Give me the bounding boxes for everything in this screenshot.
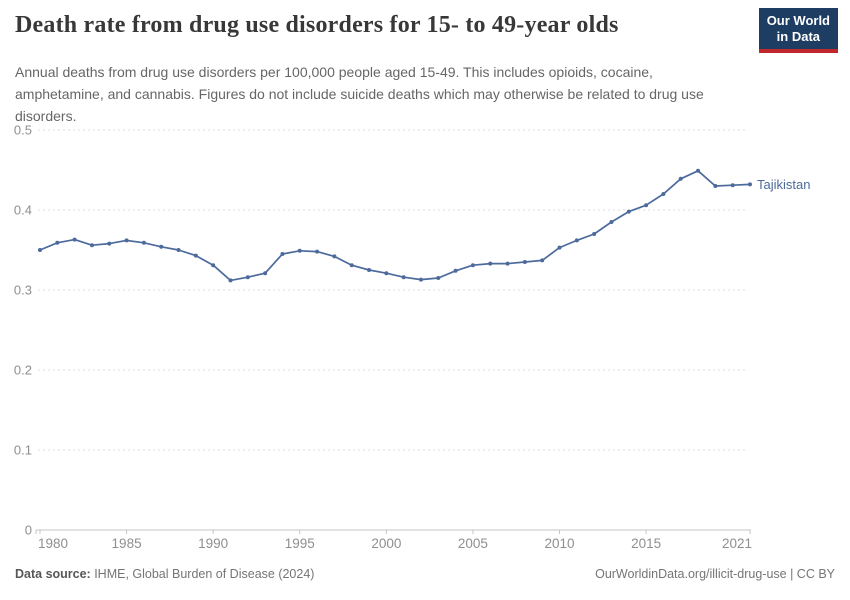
data-point[interactable] xyxy=(176,248,181,252)
y-tick-label: 0 xyxy=(25,523,32,538)
data-source-text: IHME, Global Burden of Disease (2024) xyxy=(90,567,315,581)
data-point[interactable] xyxy=(418,277,423,282)
y-tick-label: 0.3 xyxy=(14,283,32,298)
data-point[interactable] xyxy=(211,263,216,268)
data-point[interactable] xyxy=(107,241,112,246)
owid-logo[interactable]: Our World in Data xyxy=(758,8,838,53)
data-source-note: Data source: IHME, Global Burden of Dise… xyxy=(15,567,314,581)
data-source-label: Data source: xyxy=(15,567,91,581)
data-point[interactable] xyxy=(193,253,198,258)
data-point[interactable] xyxy=(748,182,752,187)
data-point[interactable] xyxy=(124,238,129,243)
x-tick-label: 1995 xyxy=(285,536,315,551)
data-point[interactable] xyxy=(661,192,666,196)
page-title: Death rate from drug use disorders for 1… xyxy=(15,12,619,38)
data-point[interactable] xyxy=(436,276,441,280)
x-tick-label: 1990 xyxy=(198,536,228,551)
data-point[interactable] xyxy=(522,260,527,264)
series-line-tajikistan xyxy=(39,169,751,282)
x-tick-label: 2005 xyxy=(458,536,488,551)
footer-link[interactable]: OurWorldinData.org/illicit-drug-use | CC… xyxy=(595,567,835,581)
x-tick-label: 2021 xyxy=(722,536,752,551)
data-point[interactable] xyxy=(72,237,77,242)
x-tick-label: 2015 xyxy=(631,536,661,551)
data-point[interactable] xyxy=(609,220,614,224)
x-tick-label: 1980 xyxy=(38,536,68,551)
logo-line-1: Our World xyxy=(766,13,830,28)
data-point[interactable] xyxy=(280,252,285,256)
data-point[interactable] xyxy=(696,168,701,173)
data-point[interactable] xyxy=(730,183,735,188)
data-point[interactable] xyxy=(159,244,164,249)
chart-footer: Data source: IHME, Global Burden of Dise… xyxy=(15,567,835,581)
data-point[interactable] xyxy=(401,275,406,280)
y-tick-label: 0.2 xyxy=(14,363,32,378)
data-point[interactable] xyxy=(228,278,233,283)
data-point[interactable] xyxy=(263,271,268,276)
data-point[interactable] xyxy=(349,263,354,268)
chart-subtitle: Annual deaths from drug use disorders pe… xyxy=(15,64,704,124)
data-point[interactable] xyxy=(315,249,320,254)
data-point[interactable] xyxy=(540,258,545,263)
data-point[interactable] xyxy=(470,263,475,268)
data-point[interactable] xyxy=(592,232,597,236)
data-point[interactable] xyxy=(297,248,302,253)
y-tick-label: 0.1 xyxy=(14,443,32,458)
logo-line-2: in Data xyxy=(776,29,821,44)
x-tick-label: 2000 xyxy=(371,536,401,551)
data-point[interactable] xyxy=(141,240,146,245)
data-point[interactable] xyxy=(713,184,718,188)
data-point[interactable] xyxy=(574,238,579,243)
y-tick-label: 0.4 xyxy=(14,203,32,218)
data-point[interactable] xyxy=(644,203,649,208)
data-point[interactable] xyxy=(626,209,631,214)
x-tick-label: 2010 xyxy=(544,536,574,551)
series-label-tajikistan[interactable]: Tajikistan xyxy=(757,177,810,192)
y-tick-label: 0.5 xyxy=(14,123,32,138)
data-point[interactable] xyxy=(453,268,458,273)
data-point[interactable] xyxy=(384,271,389,276)
x-tick-label: 1985 xyxy=(112,536,142,551)
data-point[interactable] xyxy=(488,261,493,266)
data-point[interactable] xyxy=(505,261,510,266)
data-point[interactable] xyxy=(678,176,683,181)
data-point[interactable] xyxy=(55,240,60,245)
data-point[interactable] xyxy=(89,243,94,248)
data-point[interactable] xyxy=(38,248,42,252)
data-point[interactable] xyxy=(367,268,372,272)
data-point[interactable] xyxy=(557,245,562,250)
data-point[interactable] xyxy=(332,254,337,259)
data-point[interactable] xyxy=(245,275,250,280)
